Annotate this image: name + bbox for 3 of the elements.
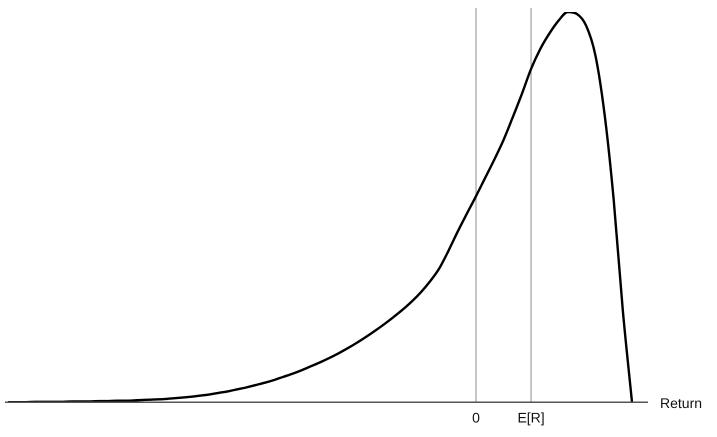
x-axis-title: Return xyxy=(660,395,702,412)
x-tick-label: E[R] xyxy=(517,409,545,426)
x-tick-label: 0 xyxy=(472,409,480,426)
